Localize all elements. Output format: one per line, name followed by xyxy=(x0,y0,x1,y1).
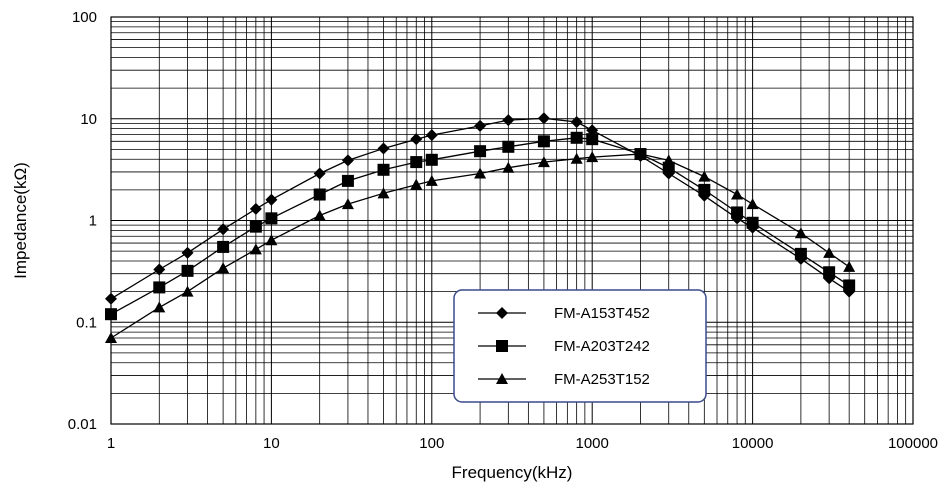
data-point xyxy=(265,212,278,225)
data-point xyxy=(249,202,262,215)
data-point xyxy=(502,140,515,153)
data-point xyxy=(634,148,647,160)
data-point xyxy=(105,332,117,344)
data-point xyxy=(698,170,711,182)
y-tick-label: 0.01 xyxy=(68,416,97,433)
data-point xyxy=(341,198,354,210)
data-point xyxy=(794,227,807,239)
data-point xyxy=(410,133,423,146)
data-point xyxy=(698,183,711,196)
legend-label: FM-A253T152 xyxy=(554,371,650,388)
legend-marker xyxy=(496,307,508,319)
data-point xyxy=(586,133,599,146)
y-axis-ticks: 0.01 0.1 1 10 100 xyxy=(68,9,97,433)
y-axis-title: Impedance(kΩ) xyxy=(11,162,30,279)
data-point xyxy=(181,264,194,277)
data-point xyxy=(265,234,278,246)
data-point xyxy=(474,119,487,132)
data-point xyxy=(153,281,166,294)
data-point xyxy=(746,198,759,210)
data-point xyxy=(746,216,759,229)
data-point xyxy=(794,247,807,260)
data-point xyxy=(153,263,166,276)
x-tick-label: 100 xyxy=(419,435,444,452)
data-point xyxy=(502,161,515,173)
legend-item: FM-A253T152 xyxy=(478,371,650,388)
x-axis-title: Frequency(kHz) xyxy=(452,463,573,482)
data-point xyxy=(217,262,230,274)
data-point xyxy=(537,112,550,125)
data-point xyxy=(313,167,326,180)
series-fm-a253t152 xyxy=(105,148,856,344)
data-point xyxy=(341,174,354,187)
data-point xyxy=(217,240,230,253)
legend-label: FM-A153T452 xyxy=(554,305,650,322)
data-point xyxy=(502,114,515,127)
data-point xyxy=(249,243,262,255)
x-tick-label: 10000 xyxy=(732,435,774,452)
y-tick-label: 10 xyxy=(80,111,97,128)
data-point xyxy=(105,308,117,321)
y-tick-label: 1 xyxy=(89,213,97,230)
data-point xyxy=(377,142,390,155)
data-point xyxy=(410,178,423,190)
data-point xyxy=(570,131,583,144)
y-tick-label: 100 xyxy=(72,9,97,26)
x-tick-label: 1000 xyxy=(576,435,609,452)
series-layer xyxy=(105,112,856,344)
data-point xyxy=(474,145,487,158)
legend-box xyxy=(453,289,707,403)
y-tick-label: 0.1 xyxy=(76,314,97,331)
data-point xyxy=(731,206,744,219)
data-point xyxy=(341,154,354,167)
data-point xyxy=(313,209,326,221)
x-tick-label: 1 xyxy=(107,435,115,452)
data-point xyxy=(537,156,550,168)
legend-label: FM-A203T242 xyxy=(554,338,650,355)
data-point xyxy=(265,193,278,206)
data-point xyxy=(586,151,599,163)
data-point xyxy=(313,188,326,201)
data-point xyxy=(662,154,675,166)
data-point xyxy=(537,135,550,148)
legend-marker xyxy=(496,373,508,384)
data-point xyxy=(843,279,856,292)
data-point xyxy=(425,153,438,166)
data-point xyxy=(731,188,744,200)
data-point xyxy=(153,301,166,313)
plot-frame xyxy=(110,16,914,425)
data-point xyxy=(377,187,390,199)
data-point xyxy=(474,167,487,179)
x-tick-label: 10 xyxy=(263,435,280,452)
data-point xyxy=(823,246,836,258)
data-point xyxy=(823,266,836,279)
legend-item: FM-A153T452 xyxy=(478,305,650,322)
series-fm-a203t242 xyxy=(105,131,856,321)
data-point xyxy=(105,292,117,305)
data-point xyxy=(217,223,230,236)
x-tick-label: 100000 xyxy=(888,435,938,452)
data-point xyxy=(181,285,194,297)
data-point xyxy=(181,246,194,259)
data-point xyxy=(425,129,438,142)
legend-marker xyxy=(496,340,508,352)
data-point xyxy=(570,152,583,164)
x-axis-ticks: 1 10 100 1000 10000 100000 xyxy=(107,435,938,452)
data-point xyxy=(425,174,438,186)
data-point xyxy=(410,156,423,169)
data-point xyxy=(570,115,583,128)
legend: FM-A153T452 FM-A203T242 FM-A253T152 xyxy=(453,289,707,403)
data-point xyxy=(377,163,390,176)
legend-item: FM-A203T242 xyxy=(478,338,650,355)
data-point xyxy=(843,260,856,272)
data-point xyxy=(249,220,262,233)
